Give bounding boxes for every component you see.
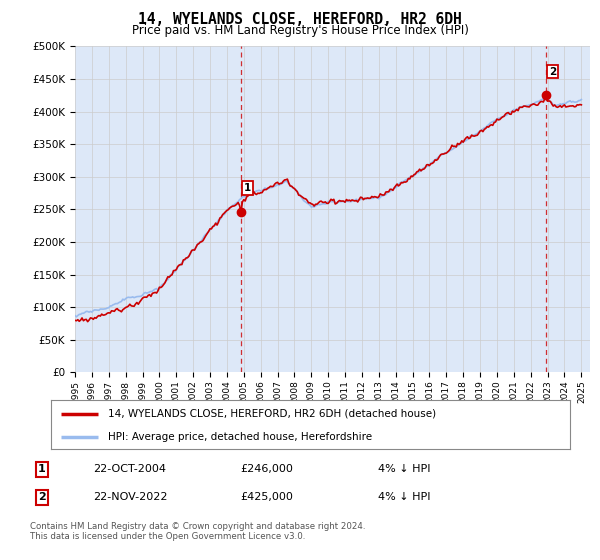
Text: 2: 2 xyxy=(38,492,46,502)
Text: 1: 1 xyxy=(244,183,251,193)
Text: 14, WYELANDS CLOSE, HEREFORD, HR2 6DH (detached house): 14, WYELANDS CLOSE, HEREFORD, HR2 6DH (d… xyxy=(108,409,436,419)
Text: Contains HM Land Registry data © Crown copyright and database right 2024.
This d: Contains HM Land Registry data © Crown c… xyxy=(30,522,365,542)
Text: Price paid vs. HM Land Registry's House Price Index (HPI): Price paid vs. HM Land Registry's House … xyxy=(131,24,469,36)
Text: 4% ↓ HPI: 4% ↓ HPI xyxy=(378,492,431,502)
Text: 22-NOV-2022: 22-NOV-2022 xyxy=(93,492,167,502)
Text: 4% ↓ HPI: 4% ↓ HPI xyxy=(378,464,431,474)
Text: 14, WYELANDS CLOSE, HEREFORD, HR2 6DH: 14, WYELANDS CLOSE, HEREFORD, HR2 6DH xyxy=(138,12,462,27)
Text: 22-OCT-2004: 22-OCT-2004 xyxy=(93,464,166,474)
Text: HPI: Average price, detached house, Herefordshire: HPI: Average price, detached house, Here… xyxy=(108,432,372,442)
Text: 2: 2 xyxy=(549,67,557,77)
Text: 1: 1 xyxy=(38,464,46,474)
Text: £425,000: £425,000 xyxy=(240,492,293,502)
Text: £246,000: £246,000 xyxy=(240,464,293,474)
